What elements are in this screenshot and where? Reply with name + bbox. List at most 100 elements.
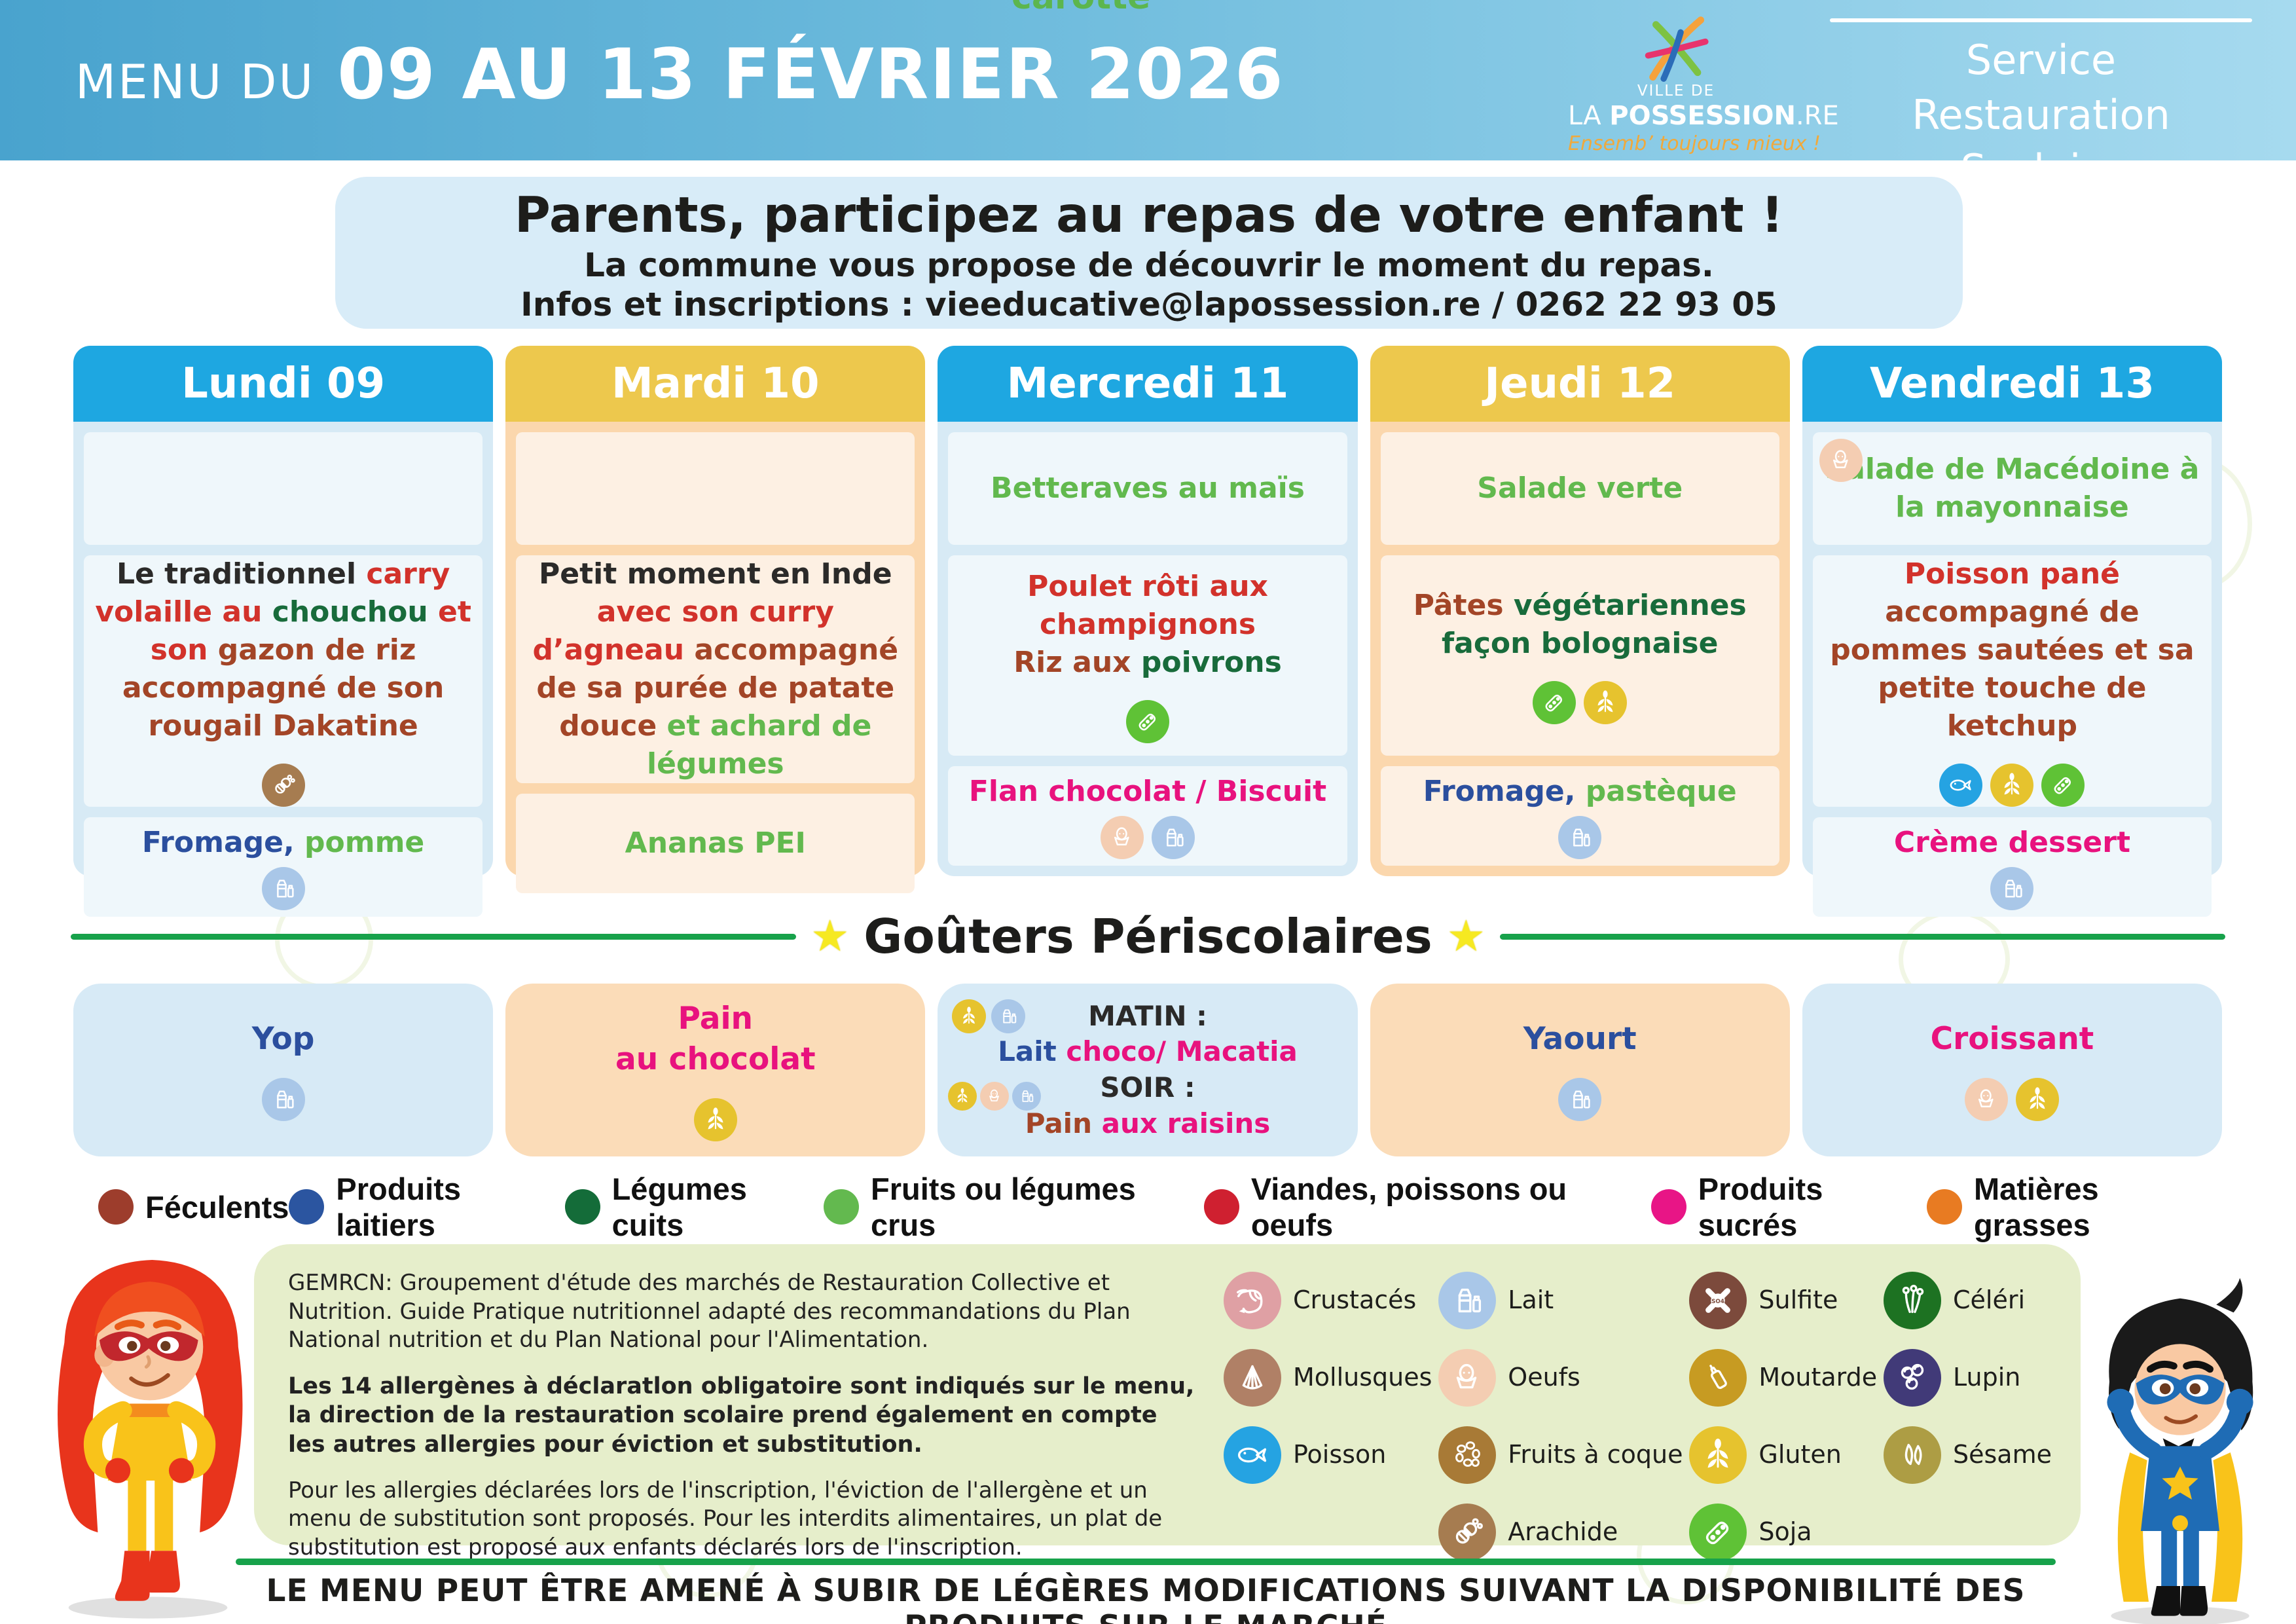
superhero-boy-illustration [2107, 1278, 2253, 1624]
gluten-icon [952, 999, 987, 1033]
header-bar: MENU DU 09 AU 13 FÉVRIER 2026 VILLE DE L… [0, 0, 2296, 212]
logo-ville-de: VILLE DE [1637, 83, 1715, 100]
dessert-box: Crème dessert [1812, 817, 2212, 917]
banner-contact: Infos et inscriptions : vieeducative@lap… [520, 286, 1777, 323]
allergen-info-box: GEMRCN: Groupement d'étude des marchés d… [254, 1244, 2081, 1561]
allergen-item: Sésame [1884, 1426, 2052, 1484]
legend-item: Féculents [98, 1189, 289, 1225]
soja-icon [2041, 764, 2085, 807]
logo-re: .RE [1795, 101, 1839, 131]
gouter-allergen-icons [1965, 1078, 2060, 1122]
dessert-allergen-icons [1558, 816, 1602, 860]
soir-text: Pain aux raisins [1025, 1107, 1271, 1139]
gouter-text: Pain au chocolat [615, 1000, 816, 1077]
soja-icon [1689, 1504, 1747, 1561]
matin-label: MATIN : [1088, 999, 1207, 1032]
oeufs-icon [1965, 1078, 2009, 1122]
allergen-item: Soja [1689, 1504, 1877, 1561]
day-header-mercredi: Mercredi 11 [938, 346, 1358, 422]
allergen-item: Oeufs [1438, 1349, 1683, 1407]
banner-subtitle: La commune vous propose de découvrir le … [584, 246, 1714, 284]
entree-text: Salade de Macédoine à la mayonnaise [1825, 452, 2200, 524]
allergen-column-2: Lait Oeufs Fruits à coque Arachide [1438, 1272, 1683, 1561]
lupin-icon [1884, 1349, 1941, 1407]
allergen-legend-grid: Crustacés Mollusques Poisson Lait Oeufs … [1224, 1269, 2052, 1561]
day-label: Mardi 10 [611, 360, 820, 408]
main-course-text: Le traditionnel carry volaille au chouch… [95, 557, 471, 743]
service-title: Service Restauration Scolaire [1830, 22, 2252, 208]
allergen-column-1: Crustacés Mollusques Poisson [1224, 1272, 1432, 1526]
service-line1: Service [1965, 36, 2117, 84]
day-label: Vendredi 13 [1869, 360, 2155, 408]
gluten-icon [1990, 764, 2034, 807]
crustaces-icon [1224, 1272, 1281, 1329]
service-block: Service Restauration Scolaire [1830, 18, 2252, 212]
parents-banner: Parents, participez au repas de votre en… [335, 177, 1963, 329]
entree-box: Salade de Macédoine à la mayonnaise [1812, 432, 2212, 545]
main-allergen-icons [1126, 700, 1169, 744]
legend-item: Légumes cuits [564, 1171, 824, 1243]
allergen-item: Gluten [1689, 1426, 1877, 1484]
fruits-legumes-crus-dot [824, 1189, 860, 1225]
allergen-item: Crustacés [1224, 1272, 1432, 1329]
allergen-column-4: Céléri Lupin Sésame [1884, 1272, 2052, 1526]
entree-box [516, 432, 915, 545]
matieres-grasses-dot [1926, 1189, 1962, 1225]
footer-text: LE MENU PEUT ÊTRE AMENÉ À SUBIR DE LÉGÈR… [266, 1573, 2026, 1624]
dessert-allergen-icons [261, 867, 305, 911]
gouters-title: Goûters Périscolaires [864, 909, 1432, 964]
day-header-vendredi: Vendredi 13 [1802, 346, 2223, 422]
gouter-card-mardi: Pain au chocolat [505, 984, 926, 1156]
poster-title: MENU DU 09 AU 13 FÉVRIER 2026 [75, 34, 1285, 115]
lait-icon [261, 1078, 305, 1122]
allergen-item: Lupin [1884, 1349, 2052, 1407]
day-column-lundi: Lundi 09 Le traditionnel carry volaille … [73, 346, 494, 917]
main-course-box: Pâtes végétariennes façon bolognaise [1380, 555, 1779, 756]
poisson-icon [1224, 1426, 1281, 1484]
footer-rule-top [236, 1559, 2056, 1565]
gluten-icon [2016, 1078, 2060, 1122]
fruits-a-coque-icon [1438, 1426, 1497, 1484]
entree-box: Betteraves au maïs [948, 432, 1347, 545]
logo-possession: POSSESSION [1609, 101, 1796, 131]
matin-allergen-icons [952, 999, 1026, 1033]
dessert-box: Fromage, pastèque [1380, 766, 1779, 866]
allergen-declaration-paragraph: Les 14 allergènes à déclaratlon obligato… [288, 1373, 1195, 1458]
celeri-icon [1884, 1272, 1941, 1329]
superhero-girl-illustration [58, 1259, 243, 1619]
day-header-jeudi: Jeudi 12 [1370, 346, 1790, 422]
lait-icon [991, 999, 1026, 1033]
sulfite-icon [1689, 1272, 1747, 1329]
entree-text: Betteraves au maïs [991, 471, 1305, 505]
gouter-allergen-icons [261, 1078, 305, 1122]
footer-note: LE MENU PEUT ÊTRE AMENÉ À SUBIR DE LÉGÈR… [236, 1559, 2056, 1624]
city-logo-ribbons [1645, 16, 1709, 82]
day-card-mardi: Petit moment en Inde avec son curry d’ag… [505, 422, 926, 894]
main-course-box: Petit moment en Inde avec son curry d’ag… [516, 555, 915, 784]
oeufs-icon [1101, 816, 1144, 860]
day-column-jeudi: Jeudi 12 Salade verte Pâtes végétarienne… [1370, 346, 1790, 876]
legend-item: Produits sucrés [1650, 1171, 1927, 1243]
allergen-column-3: Sulfite Moutarde Gluten Soja [1689, 1272, 1877, 1561]
gouter-card-jeudi: Yaourt [1370, 984, 1790, 1156]
green-divider-left [71, 933, 797, 940]
poisson-icon [1939, 764, 1983, 807]
service-rule-top [1830, 18, 2252, 22]
main-course-text: Petit moment en Inde avec son curry d’ag… [532, 557, 899, 781]
allergen-item: Céléri [1884, 1272, 2052, 1329]
allergen-item: Sulfite [1689, 1272, 1877, 1329]
banner-title: Parents, participez au repas de votre en… [514, 186, 1784, 244]
food-category-legend: Féculents Produits laitiers Légumes cuit… [98, 1171, 2219, 1243]
produits-laitiers-dot [289, 1189, 325, 1225]
day-header-mardi: Mardi 10 [505, 346, 926, 422]
gouter-allergen-icons [693, 1098, 737, 1142]
main-course-text: Poisson pané accompagné de pommes sautée… [1830, 557, 2195, 743]
logo-name: LA POSSESSION.RE [1568, 101, 1839, 131]
moutarde-icon [1689, 1349, 1747, 1407]
main-course-text: Poulet rôti aux champignons Riz aux poivr… [1013, 569, 1282, 680]
allergen-item: Arachide [1438, 1504, 1683, 1561]
main-course-box: Poulet rôti aux champignons Riz aux poivr… [948, 555, 1347, 756]
matin-text: Lait choco/ Macatia [998, 1035, 1298, 1068]
dessert-text: Flan chocolat / Biscuit [968, 774, 1327, 808]
city-logo: VILLE DE LA POSSESSION.RE Ensemb’ toujou… [1568, 9, 1839, 155]
